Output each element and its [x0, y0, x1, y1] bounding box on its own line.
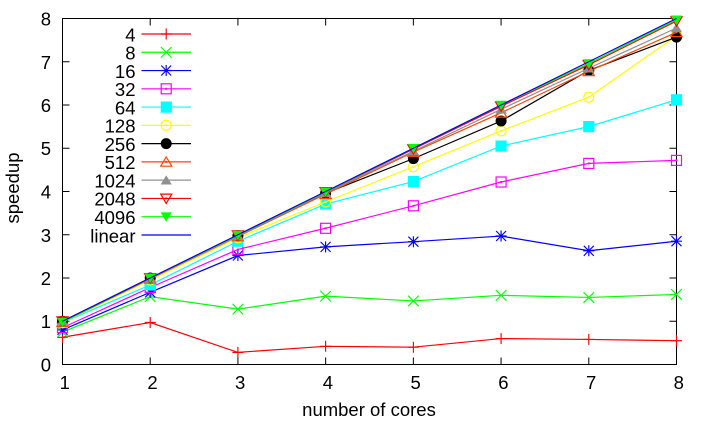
svg-text:16: 16: [115, 61, 136, 82]
svg-text:1: 1: [41, 311, 51, 332]
svg-text:4: 4: [125, 24, 135, 45]
svg-text:64: 64: [115, 97, 136, 118]
svg-text:0: 0: [41, 355, 51, 376]
svg-text:7: 7: [41, 52, 51, 73]
svg-text:1024: 1024: [94, 171, 135, 192]
svg-text:3: 3: [235, 372, 245, 393]
svg-text:2048: 2048: [94, 189, 135, 210]
svg-text:8: 8: [674, 372, 684, 393]
svg-text:speedup: speedup: [2, 153, 23, 224]
svg-text:512: 512: [105, 152, 136, 173]
svg-text:8: 8: [125, 43, 135, 64]
svg-text:5: 5: [41, 138, 51, 159]
svg-text:32: 32: [115, 79, 136, 100]
svg-text:2: 2: [41, 268, 51, 289]
svg-text:128: 128: [105, 116, 136, 137]
svg-text:6: 6: [498, 372, 508, 393]
svg-text:4096: 4096: [94, 207, 135, 228]
svg-text:256: 256: [105, 134, 136, 155]
svg-text:4: 4: [323, 372, 333, 393]
svg-text:4: 4: [41, 182, 51, 203]
svg-text:6: 6: [41, 95, 51, 116]
svg-text:2: 2: [147, 372, 157, 393]
svg-text:5: 5: [411, 372, 421, 393]
svg-text:linear: linear: [90, 225, 135, 246]
svg-text:7: 7: [586, 372, 596, 393]
svg-text:1: 1: [60, 372, 70, 393]
svg-text:3: 3: [41, 225, 51, 246]
svg-text:number of cores: number of cores: [302, 399, 436, 420]
svg-text:8: 8: [41, 9, 51, 30]
